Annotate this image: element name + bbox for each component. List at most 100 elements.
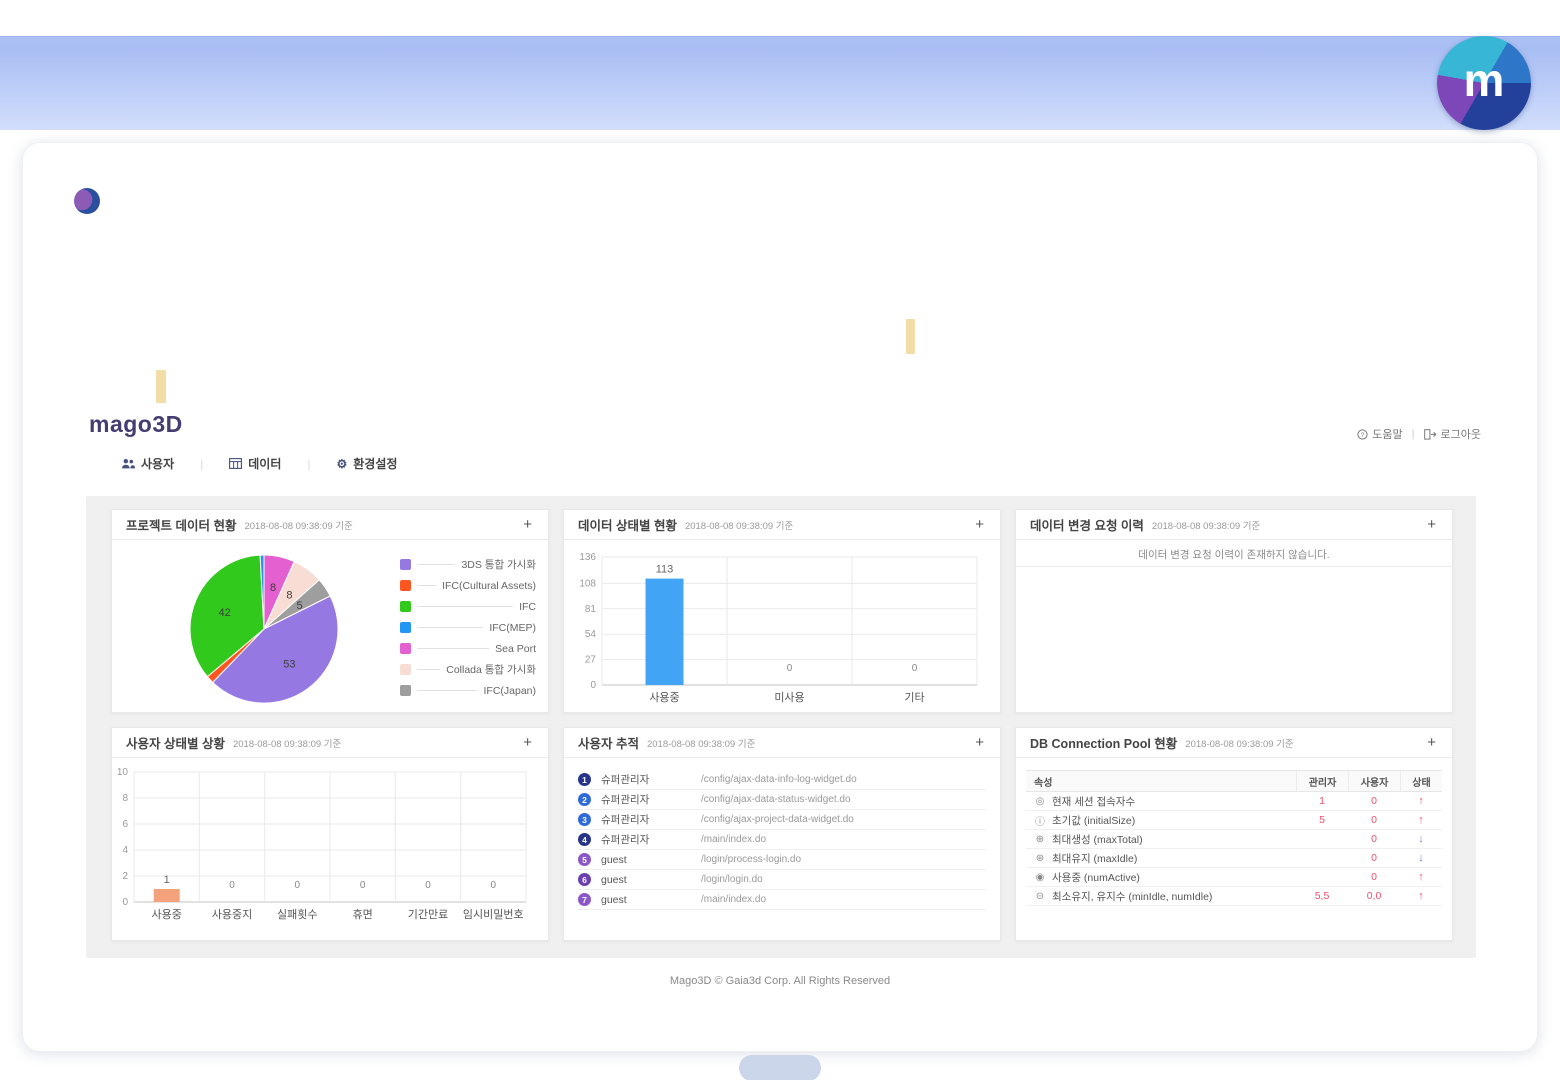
legend-leader: [417, 669, 441, 670]
trend-up-icon: ↑: [1418, 871, 1424, 883]
widget-header: 데이터 상태별 현황 2018-08-08 09:38:09 기준 +: [564, 510, 1000, 540]
y-tick-label: 108: [579, 578, 596, 589]
category-label: 사용중지: [212, 908, 252, 921]
legend-swatch: [400, 643, 411, 654]
y-tick-label: 54: [585, 629, 597, 640]
trend-up-icon: ↑: [1418, 890, 1424, 902]
pool-attribute-label: 현재 세션 접속자수: [1052, 795, 1136, 808]
pie-slice: [259, 554, 265, 630]
bar-value-label: 0: [912, 663, 918, 674]
trace-user-name: 슈퍼관리자: [601, 794, 650, 806]
y-tick-label: 0: [122, 897, 128, 908]
legend-item[interactable]: IFC: [400, 596, 536, 617]
nav-label-data: 데이터: [248, 457, 282, 471]
y-tick-label: 8: [122, 793, 128, 804]
brand-logo-letter: m: [1463, 54, 1505, 106]
legend-leader: [417, 585, 437, 586]
legend-item[interactable]: IFC(MEP): [400, 617, 536, 638]
logout-link[interactable]: 로그아웃: [1423, 426, 1481, 442]
nav-divider: |: [307, 456, 311, 471]
category-label: 실패횟수: [277, 908, 317, 921]
legend-item[interactable]: Sea Port: [400, 638, 536, 659]
legend-swatch: [400, 622, 411, 633]
nav-item-settings[interactable]: ⚙ 환경설정: [337, 455, 398, 472]
add-widget-button[interactable]: +: [523, 734, 532, 751]
trace-user-name: 슈퍼관리자: [601, 814, 650, 826]
min-idle-icon: ⊝: [1035, 890, 1045, 902]
widget-title: DB Connection Pool 현황: [1030, 737, 1178, 751]
legend-item[interactable]: IFC(Japan): [400, 680, 536, 701]
add-widget-button[interactable]: +: [1427, 516, 1436, 533]
pie-slice: [211, 595, 339, 704]
add-widget-button[interactable]: +: [1427, 734, 1436, 751]
category-label: 임시비밀번호: [463, 908, 524, 921]
trace-url: /config/ajax-project-data-widget.do: [701, 814, 854, 825]
widget-body: 데이터 변경 요청 이력이 존재하지 않습니다.: [1016, 540, 1452, 711]
y-tick-label: 27: [585, 655, 597, 666]
y-tick-label: 2: [122, 871, 128, 882]
scroll-pill-button[interactable]: [739, 1055, 821, 1080]
pie-slice: [189, 554, 265, 678]
legend-item[interactable]: Collada 통합 가시화: [400, 659, 536, 680]
pool-user-value: 0,0: [1366, 890, 1382, 902]
pool-row: ⊕ 최대생성 (maxTotal) 0 ↓: [1026, 830, 1442, 849]
pool-user-value: 0: [1371, 871, 1377, 883]
bar-value-label: 113: [656, 564, 674, 576]
help-icon: ?: [1357, 428, 1368, 440]
legend-swatch: [400, 664, 411, 675]
logout-icon: [1423, 428, 1437, 440]
main-nav: 사용자 | 데이터 | ⚙ 환경설정: [121, 455, 397, 472]
pie-value-label: 5: [297, 600, 303, 612]
nav-item-users[interactable]: 사용자: [121, 455, 174, 472]
add-widget-button[interactable]: +: [975, 734, 984, 751]
legend-item[interactable]: 3DS 통합 가시화: [400, 554, 536, 575]
topbar-divider: |: [1411, 428, 1415, 440]
legend-item[interactable]: IFC(Cultural Assets): [400, 575, 536, 596]
trace-url: /config/ajax-data-status-widget.do: [701, 794, 851, 805]
legend-label: IFC(Cultural Assets): [442, 579, 536, 592]
widget-user-status: 사용자 상태별 상황 2018-08-08 09:38:09 기준 + 0 2 4 6…: [111, 727, 549, 941]
bar-value-label: 0: [295, 880, 301, 891]
utility-links: ? 도움말 | 로그아웃: [1357, 426, 1481, 442]
trace-user-name: guest: [601, 873, 627, 886]
pool-row: ⊝ 최소유지, 유지수 (minIdle, numIdle) 5,5 0,0 ↑: [1026, 887, 1442, 906]
pool-attribute-label: 사용중 (numActive): [1052, 871, 1140, 884]
add-widget-button[interactable]: +: [523, 516, 532, 533]
widget-title: 사용자 상태별 상황: [126, 737, 225, 751]
legend-label: 3DS 통합 가시화: [461, 559, 536, 571]
pool-admin-value: 1: [1319, 795, 1325, 807]
y-tick-label: 6: [122, 819, 128, 830]
trace-user-name: guest: [601, 853, 627, 866]
pool-user-value: 0: [1371, 814, 1377, 826]
pool-row: ◎ 현재 세션 접속자수 1 0 ↑: [1026, 792, 1442, 811]
trace-user-name: 슈퍼관리자: [601, 834, 650, 846]
add-widget-button[interactable]: +: [975, 516, 984, 533]
y-tick-label: 0: [590, 680, 596, 691]
trace-number-badge: 6: [578, 873, 591, 886]
bar-value-label: 0: [425, 880, 431, 891]
trace-number-badge: 7: [578, 893, 591, 906]
help-link[interactable]: ? 도움말: [1357, 426, 1403, 442]
decorative-highlight: [906, 319, 915, 354]
data-status-bar-chart: 0 27 54 81 108 136 113 사용중 0 미사용 0 기타: [579, 552, 978, 704]
category-label: 사용중: [649, 691, 679, 704]
y-tick-label: 4: [122, 845, 128, 856]
db-pool-table-header: 속성 관리자 사용자 상태: [1026, 770, 1442, 792]
session-count-icon: ◎: [1035, 795, 1045, 807]
bar: [645, 578, 684, 685]
y-tick-label: 136: [579, 552, 596, 563]
pool-column-header: 상태: [1400, 771, 1442, 791]
nav-item-data[interactable]: 데이터: [229, 455, 281, 472]
widget-title: 프로젝트 데이터 현황: [126, 519, 237, 533]
trace-number-badge: 4: [578, 833, 591, 846]
legend-leader: [417, 606, 514, 607]
brand-wordmark[interactable]: mago3D: [89, 411, 183, 437]
widget-body: 0 2 4 6 8 10 1 사용중 0 사용중지 0 실패횟수 0 휴면 0 기간만료 0 임시비밀번호: [112, 758, 548, 939]
pool-attribute-label: 최소유지, 유지수 (minIdle, numIdle): [1052, 890, 1213, 903]
users-icon: [122, 459, 135, 469]
nav-label-settings: 환경설정: [353, 457, 398, 471]
widget-header: DB Connection Pool 현황 2018-08-08 09:38:0…: [1016, 728, 1452, 758]
